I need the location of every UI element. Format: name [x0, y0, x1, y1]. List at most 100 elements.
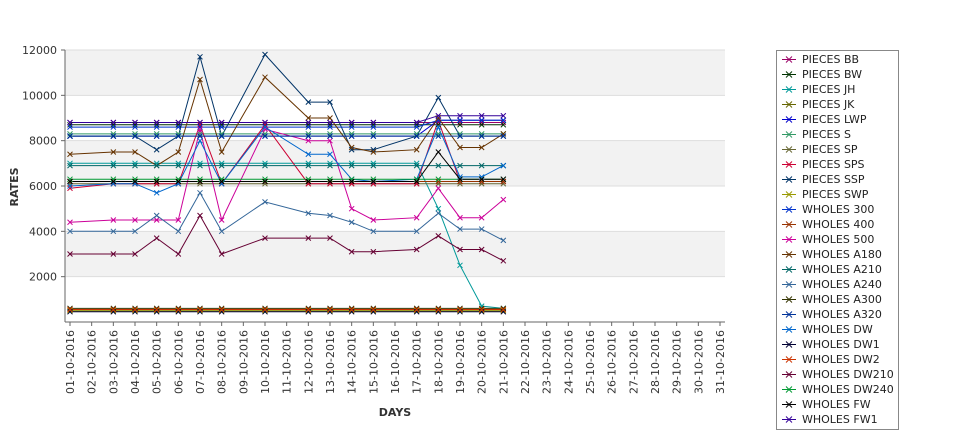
- y-axis-ticks: 2000 4000 6000 8000 10000 12000: [22, 44, 65, 284]
- legend-marker: [782, 221, 796, 228]
- data-point-stroke: [413, 119, 420, 126]
- data-point-stroke: [132, 162, 138, 169]
- data-point-stroke: [413, 178, 420, 185]
- data-point-stroke: [435, 210, 442, 217]
- data-point: [218, 180, 225, 187]
- data-point: [67, 178, 73, 185]
- legend-label: WHOLES A240: [802, 278, 882, 291]
- data-point-stroke: [67, 307, 73, 314]
- data-point-stroke: [305, 121, 312, 128]
- data-point: [327, 131, 333, 137]
- data-point-stroke: [413, 124, 420, 130]
- data-point-stroke: [197, 121, 203, 128]
- data-point: [153, 212, 160, 219]
- data-point: [327, 121, 333, 128]
- legend-marker: [782, 416, 796, 423]
- data-point-stroke: [175, 228, 182, 235]
- data-point: [197, 137, 203, 144]
- data-point-stroke: [132, 149, 138, 155]
- data-point: [478, 306, 485, 313]
- data-point: [197, 178, 203, 185]
- data-point-stroke: [132, 307, 138, 314]
- data-point: [500, 237, 507, 244]
- data-point: [305, 178, 312, 185]
- data-point: [348, 146, 355, 153]
- data-point: [175, 119, 182, 126]
- data-point-stroke: [197, 124, 203, 130]
- data-point-stroke: [110, 133, 117, 139]
- data-point: [132, 160, 138, 167]
- data-point-stroke: [435, 115, 442, 121]
- data-point-stroke: [218, 180, 225, 187]
- data-point-stroke: [218, 162, 225, 169]
- data-point-stroke: [153, 131, 160, 137]
- x-tick-label: 05-10-2016: [151, 330, 164, 394]
- data-point: [132, 308, 138, 315]
- legend-label: WHOLES DW1: [802, 338, 880, 351]
- data-point: [478, 176, 485, 183]
- data-point-stroke: [262, 307, 268, 314]
- data-point-stroke: [153, 124, 160, 130]
- data-point-stroke: [175, 131, 182, 137]
- x-tick-label: 28-10-2016: [649, 330, 662, 394]
- data-point-stroke: [413, 180, 420, 187]
- data-point-stroke: [67, 151, 73, 158]
- data-point-stroke: [262, 126, 268, 133]
- data-point-stroke: [370, 176, 377, 183]
- data-point-stroke: [218, 160, 225, 167]
- data-point: [153, 162, 160, 169]
- data-point: [262, 308, 268, 315]
- data-point-stroke: [197, 306, 203, 313]
- data-point: [197, 124, 203, 130]
- y-tick-label: 4000: [29, 225, 57, 238]
- data-point-stroke: [262, 162, 268, 169]
- data-point-stroke: [413, 246, 420, 253]
- data-point-stroke: [327, 306, 333, 313]
- data-point: [67, 121, 73, 128]
- data-point-stroke: [218, 176, 225, 183]
- data-point-stroke: [305, 235, 312, 241]
- data-point: [218, 149, 225, 155]
- legend-label: WHOLES DW240: [802, 383, 894, 396]
- data-point-stroke: [370, 178, 377, 185]
- data-point-stroke: [175, 178, 182, 185]
- data-point-stroke: [478, 144, 485, 151]
- legend-marker: [782, 356, 796, 363]
- data-point: [67, 306, 73, 313]
- legend-marker-cross: [785, 146, 793, 153]
- data-point-stroke: [370, 131, 377, 137]
- legend-marker-cross: [785, 236, 793, 243]
- data-point: [500, 306, 507, 313]
- data-point-stroke: [67, 176, 73, 183]
- data-point: [370, 119, 377, 126]
- data-point: [67, 308, 73, 315]
- data-point: [435, 121, 442, 128]
- data-point-stroke: [110, 119, 117, 126]
- data-point: [435, 117, 442, 124]
- grid-lines: [65, 49, 725, 278]
- data-point-stroke: [132, 180, 138, 187]
- data-point: [435, 178, 442, 185]
- y-tick-label: 8000: [29, 135, 57, 148]
- data-point-stroke: [132, 308, 138, 315]
- data-point-stroke: [67, 180, 73, 187]
- x-axis-ticks: 01-10-2016 02-10-2016 03-10-2016 04-10-2016…: [64, 322, 727, 394]
- data-point-stroke: [262, 131, 268, 137]
- data-point-stroke: [305, 119, 312, 126]
- data-point: [457, 178, 463, 185]
- data-point: [478, 180, 485, 187]
- data-point: [262, 121, 268, 128]
- data-point: [132, 178, 138, 185]
- data-point: [132, 228, 138, 235]
- data-point-stroke: [457, 262, 463, 269]
- data-point-stroke: [67, 185, 73, 192]
- legend-marker-cross: [785, 326, 793, 333]
- data-point-stroke: [110, 121, 117, 128]
- legend-marker: [782, 371, 796, 378]
- data-point: [305, 180, 312, 187]
- data-point-stroke: [305, 162, 312, 169]
- legend-label: WHOLES FW1: [802, 413, 878, 426]
- data-point: [153, 307, 160, 314]
- data-point-stroke: [153, 162, 160, 169]
- data-point: [413, 160, 420, 167]
